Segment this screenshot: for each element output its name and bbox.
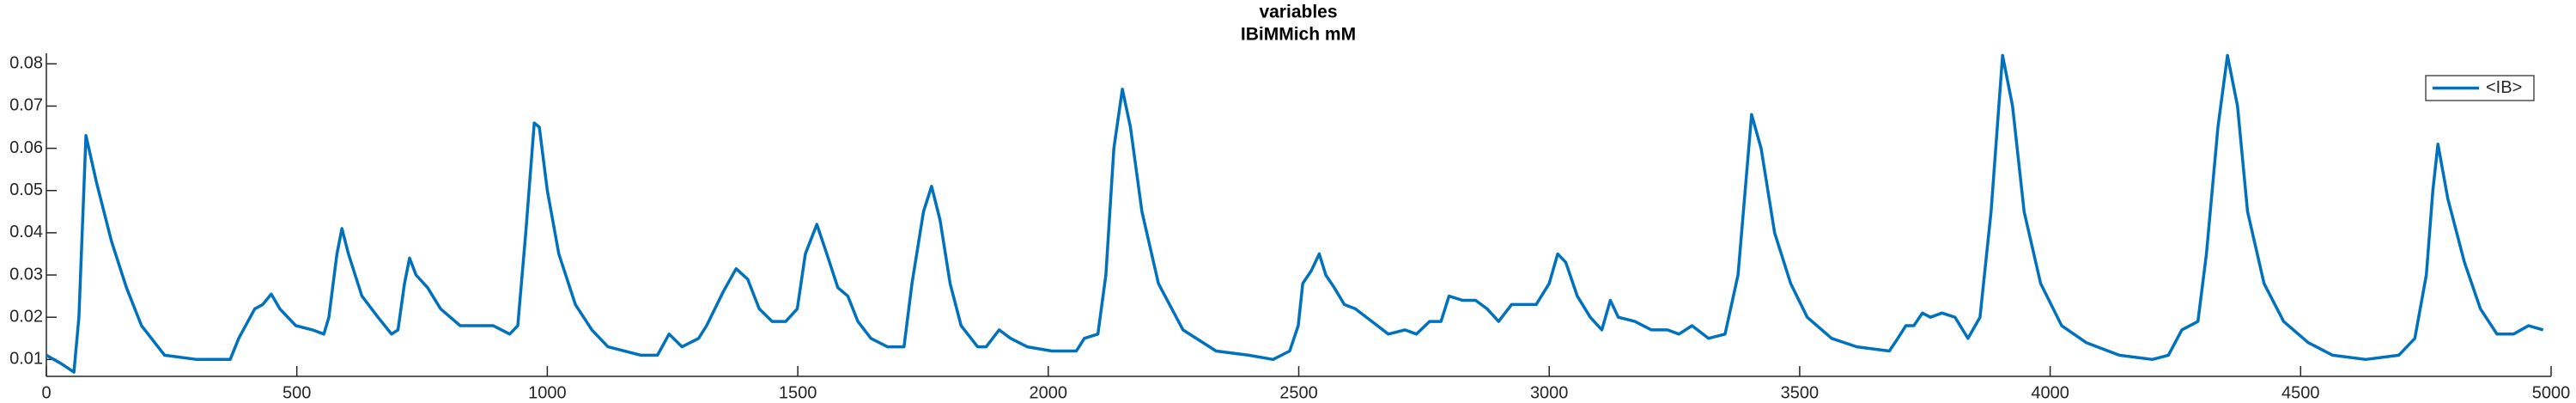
x-tick-label: 4500 <box>2281 383 2320 402</box>
x-tick-label: 0 <box>41 383 51 402</box>
x-tick-label: 2000 <box>1030 383 1068 402</box>
x-tick-label: 1500 <box>779 383 817 402</box>
y-tick-label: 0.05 <box>9 180 43 199</box>
x-tick-label: 500 <box>283 383 311 402</box>
x-tick-label: 3000 <box>1530 383 1569 402</box>
x-tick-label: 3500 <box>1781 383 1820 402</box>
x-tick-label: 1000 <box>528 383 567 402</box>
y-tick-label: 0.02 <box>9 307 43 326</box>
y-tick-label: 0.04 <box>9 223 43 241</box>
legend-label: <IB> <box>2486 78 2522 97</box>
x-tick-label: 2500 <box>1279 383 1318 402</box>
data-line <box>46 53 2544 374</box>
x-tick-label: 4000 <box>2031 383 2069 402</box>
y-tick-label: 0.08 <box>9 54 43 73</box>
y-tick-label: 0.06 <box>9 138 43 157</box>
y-tick-label: 0.01 <box>9 350 43 369</box>
x-tick-label: 5000 <box>2532 383 2571 402</box>
chart-subtitle: IBiMMich mM <box>1241 25 1356 45</box>
y-tick-label: 0.07 <box>9 96 43 115</box>
chart-title: variables <box>1259 3 1337 22</box>
y-tick-label: 0.03 <box>9 265 43 284</box>
